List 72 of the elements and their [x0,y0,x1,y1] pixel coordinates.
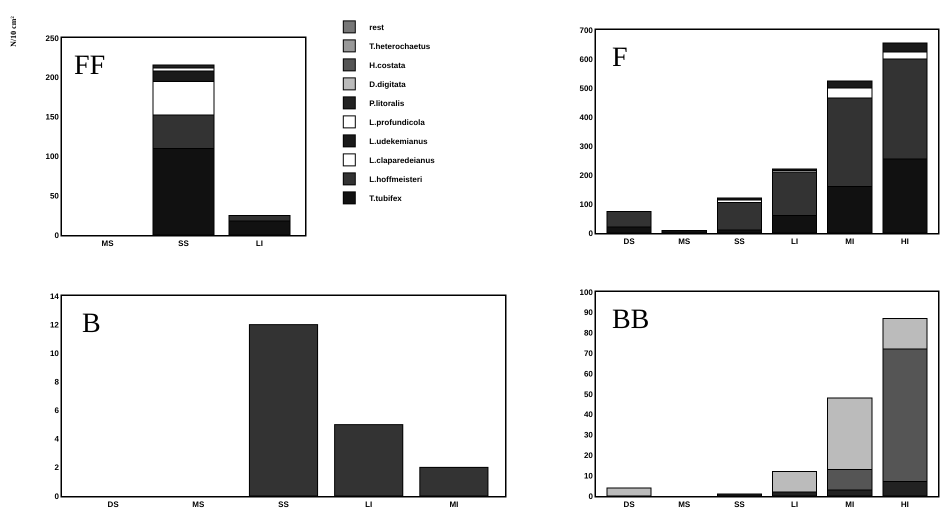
legend-label: L.udekemianus [369,137,428,146]
legend-label: T.heterochaetus [369,42,431,52]
y-tick-label: 700 [580,26,594,35]
x-tick-label: DS [108,500,120,510]
x-tick-label: SS [734,237,746,246]
x-tick-label: DS [624,237,636,246]
y-tick-label: 50 [50,191,60,200]
x-tick-label: MS [192,500,205,510]
y-tick-label: 600 [580,54,594,64]
chart-title: FF [74,50,106,81]
x-tick-label: SS [734,500,746,510]
y-tick-label: 30 [584,430,594,440]
y-tick-label: 2 [54,463,60,472]
y-tick-label: 100 [580,288,594,297]
x-tick-label: MI [845,237,854,246]
x-tick-label: MS [678,237,691,246]
x-tick-label: MI [449,500,458,510]
x-tick-label: LI [256,239,263,248]
bar [716,198,762,201]
y-tick-label: 0 [588,492,594,501]
y-tick-label: 0 [588,228,594,238]
bar [772,471,818,492]
x-tick-label: HI [900,237,909,246]
y-tick-label: 14 [50,292,60,301]
legend-label: rest [369,23,384,32]
y-tick-label: 200 [580,170,594,180]
y-axis-title: N/10 cm² [9,16,18,47]
y-tick-label: 80 [584,328,594,338]
y-tick-label: 90 [584,308,594,318]
legend-label: L.claparedeianus [369,156,436,166]
x-tick-label: SS [278,500,290,510]
legend-label: H.costata [369,61,406,70]
chart-title: F [612,42,628,73]
x-tick-label: DS [624,500,636,510]
y-tick-label: 70 [584,349,594,358]
x-tick-label: HI [900,500,909,510]
y-tick-label: 100 [46,152,60,161]
y-tick-label: 50 [584,390,594,399]
legend-label: L.hoffmeisteri [369,175,422,184]
y-tick-label: 0 [54,492,60,501]
y-tick-label: 40 [584,410,594,420]
bar [716,202,762,231]
x-tick-label: LI [791,237,798,246]
x-tick-label: LI [791,500,798,510]
y-tick-label: 250 [46,34,60,43]
y-tick-label: 12 [50,320,60,330]
legend-label: T.tubifex [369,194,402,204]
y-tick-label: 4 [54,434,60,444]
y-tick-label: 10 [50,348,60,358]
x-tick-label: MS [678,500,691,510]
y-tick-label: 300 [580,142,594,151]
y-tick-label: 200 [46,73,60,82]
y-tick-label: 10 [584,471,594,480]
legend-label: P.litoralis [369,99,405,108]
chart-title: BB [612,304,650,335]
y-tick-label: 8 [54,378,60,387]
chart-title: B [82,308,101,339]
x-tick-label: SS [178,239,190,248]
y-tick-label: 100 [580,200,594,209]
y-tick-label: 500 [580,84,594,93]
x-tick-label: MI [845,500,854,510]
y-tick-label: 150 [46,112,60,122]
y-tick-label: 0 [54,230,60,240]
y-tick-label: 60 [584,369,594,378]
legend-label: D.digitata [369,80,406,90]
y-tick-label: 400 [580,112,594,122]
legend-label: L.profundicola [369,118,426,128]
bar [152,64,214,68]
y-tick-label: 6 [54,406,60,416]
x-tick-label: MS [102,239,114,248]
y-tick-label: 20 [584,451,594,460]
x-tick-label: LI [365,500,372,510]
